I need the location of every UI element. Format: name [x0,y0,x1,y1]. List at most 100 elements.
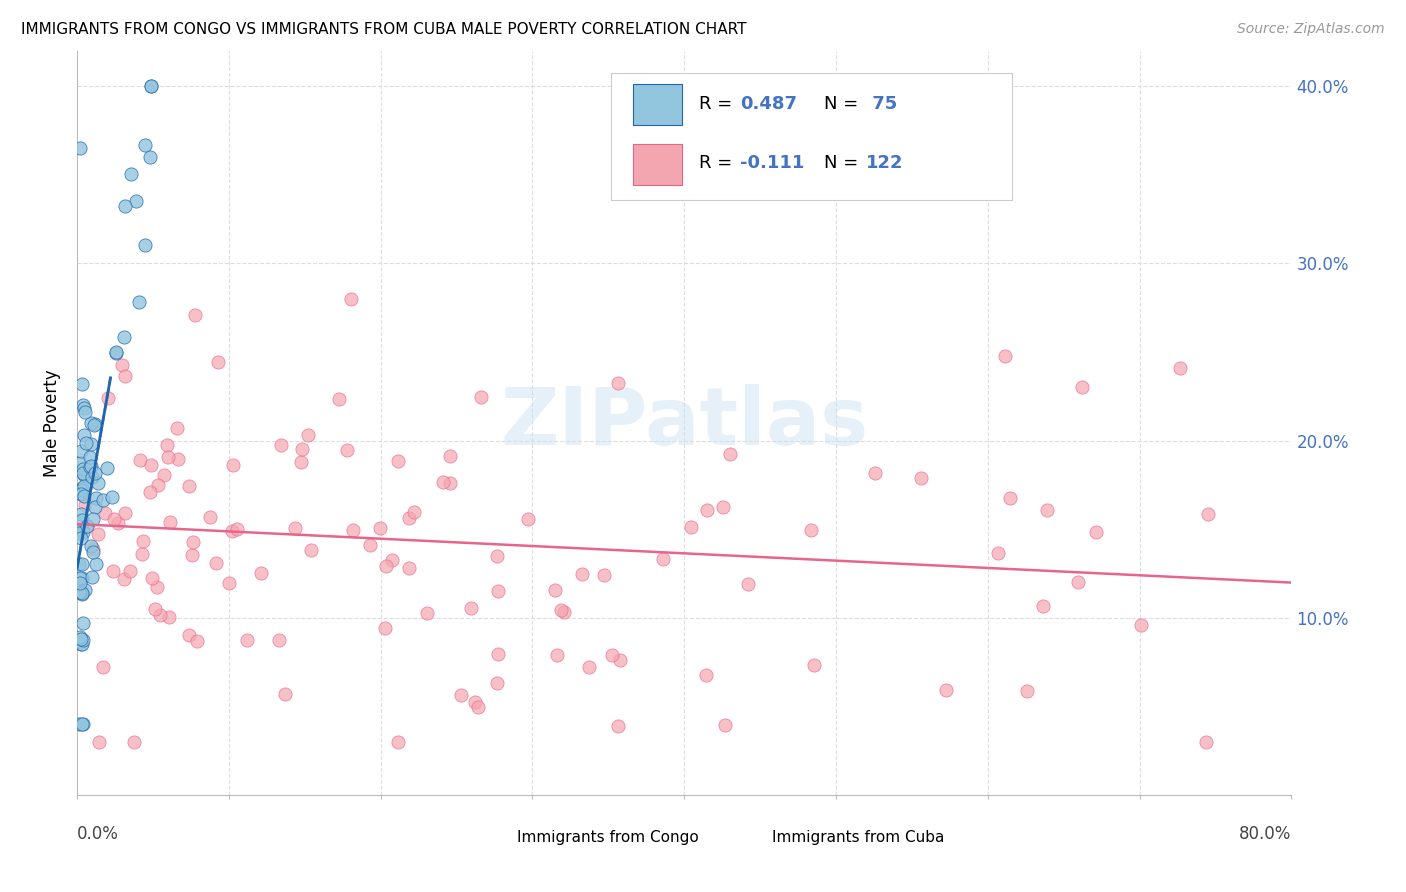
Point [70,585,93,599]
Point [67,717,90,731]
Point [1195,735,1218,749]
Text: Immigrants from Cuba: Immigrants from Cuba [772,830,943,845]
Point [222,458,245,473]
Point [70,531,93,545]
Point [935,683,957,698]
Point [1000,491,1022,506]
Point [72,462,94,476]
Text: N =: N = [824,154,863,172]
Text: Immigrants from Congo: Immigrants from Congo [516,830,699,845]
Point [80,459,103,474]
Point [177,479,200,493]
FancyBboxPatch shape [633,84,682,125]
Point [146,580,169,594]
Point [72,467,94,481]
Point [69,584,91,599]
Text: 0.0%: 0.0% [77,825,120,843]
Point [101,490,124,504]
Point [139,458,162,472]
Point [439,475,461,490]
Point [112,572,135,586]
Point [70,508,93,522]
Point [486,648,509,662]
Point [72,633,94,648]
Point [120,564,142,578]
Point [122,735,145,749]
Point [450,688,472,702]
Point [157,609,180,624]
Point [1168,360,1191,375]
Point [91,493,114,508]
Point [69,576,91,591]
Point [84,491,107,505]
Point [79,450,101,465]
Point [128,453,150,467]
Point [69,571,91,585]
Point [69,444,91,458]
Point [593,568,616,582]
Point [67,558,90,572]
Point [70,557,93,571]
Point [600,648,623,663]
Point [179,628,201,642]
Point [73,468,96,483]
Point [218,576,240,591]
Point [72,524,94,539]
Point [70,513,93,527]
Point [464,695,486,709]
Point [486,583,509,598]
Point [80,570,103,584]
Point [114,506,136,520]
Point [69,632,91,646]
Point [76,519,98,533]
Point [485,549,508,563]
Point [863,467,886,481]
Point [226,522,249,536]
Point [96,460,118,475]
Point [82,545,104,559]
Point [236,633,259,648]
Point [69,141,91,155]
Point [1036,503,1059,517]
Point [69,630,91,644]
Point [1032,599,1054,613]
Point [342,523,364,537]
Point [679,520,702,534]
FancyBboxPatch shape [472,826,508,848]
Point [72,586,94,600]
FancyBboxPatch shape [727,826,763,848]
Point [328,392,350,407]
Point [73,498,96,512]
Point [72,615,94,630]
Point [398,510,420,524]
Point [387,454,409,468]
Point [467,700,489,714]
Point [70,637,93,651]
Point [291,442,314,457]
Point [125,194,148,208]
Point [336,442,359,457]
Point [87,735,110,749]
FancyBboxPatch shape [633,144,682,185]
Point [184,309,207,323]
Text: 80.0%: 80.0% [1239,825,1292,843]
Point [544,582,567,597]
Point [186,633,208,648]
Point [139,79,162,94]
Point [250,566,273,580]
Point [181,548,204,562]
Point [1015,684,1038,698]
Point [1197,508,1219,522]
Point [73,479,96,493]
Point [221,524,243,538]
Point [69,456,91,470]
Point [737,577,759,591]
Text: ZIPatlas: ZIPatlas [501,384,869,462]
Text: N =: N = [824,95,863,112]
Point [75,436,97,450]
Point [157,450,180,464]
Text: IMMIGRANTS FROM CONGO VS IMMIGRANTS FROM CUBA MALE POVERTY CORRELATION CHART: IMMIGRANTS FROM CONGO VS IMMIGRANTS FROM… [21,22,747,37]
Point [713,718,735,732]
Point [368,520,391,534]
Point [93,506,115,520]
